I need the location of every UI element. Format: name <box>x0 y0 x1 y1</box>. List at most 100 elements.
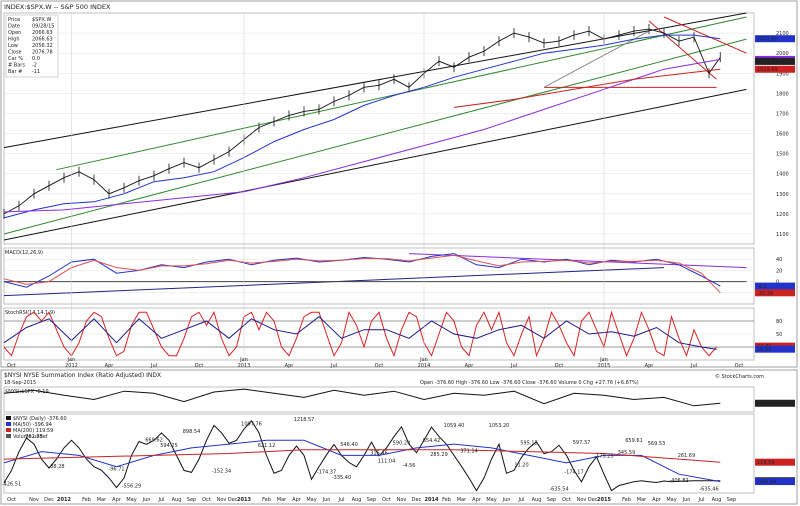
info-key: Bar # <box>8 69 22 75</box>
watermark: © StockCharts.com <box>715 373 764 380</box>
info-key: Price <box>8 17 20 23</box>
lower-month-label: 2015 <box>597 497 611 503</box>
upper-month-label: Oct <box>555 363 564 369</box>
nysi-annotation: 315.46 <box>370 451 388 457</box>
stochrsi-panel: 205080StochRSI(14,14,1,9)22.7215.50 <box>3 307 795 361</box>
upper-month-label: 2014 <box>418 363 431 369</box>
nysi-annotation: 1053.20 <box>489 423 510 429</box>
legend-swatch <box>6 428 11 432</box>
price-value-tag <box>755 65 795 73</box>
lower-month-label: Feb <box>622 497 631 503</box>
info-value: 2056.32 <box>32 43 53 49</box>
lower-month-label: Jun <box>142 497 151 503</box>
macd-value-tag <box>755 289 795 297</box>
price-value-label: 2072.60 <box>757 37 778 43</box>
info-key: Close <box>8 50 22 56</box>
nysi-annotation: -4.56 <box>403 463 416 469</box>
lower-month-label: Jul <box>517 497 524 503</box>
legend-swatch <box>6 422 11 426</box>
lower-month-label: 2012 <box>57 497 71 503</box>
lower-month-label: Sep <box>727 497 736 503</box>
macd-value-label: -20.39 <box>757 291 773 297</box>
nysi-annotation: 762.75 <box>25 434 43 440</box>
lower-month-label: Aug <box>172 497 182 503</box>
info-value: 0.0 <box>32 56 40 62</box>
upper-month-label: Oct <box>735 363 744 369</box>
info-value: -11 <box>32 69 40 75</box>
lower-month-label: Dec <box>228 497 238 503</box>
nysi-value-label: -396.94 <box>757 480 776 486</box>
nysi-annotation: 1059.40 <box>444 423 465 429</box>
nysi-annotation: 1218.57 <box>294 417 315 423</box>
nysi-title: $NYSI NYSE Summation Index (Ratio Adjust… <box>4 372 161 379</box>
legend-swatch <box>6 416 11 420</box>
nysi-value-tag <box>755 458 795 466</box>
nysi-annotation: -152.34 <box>212 468 231 474</box>
macd-y-tick: 20 <box>776 268 782 274</box>
macd-plot-area <box>3 247 755 305</box>
upper-x-axis: Oct 2012 Apr Jul Oct 2013 Apr Jul Oct 2014 Apr Jul O… <box>7 13 743 369</box>
lower-month-label: Aug <box>712 497 722 503</box>
lower-month-label: Jul <box>337 497 344 503</box>
nysi-annotation: 285.29 <box>430 452 448 458</box>
info-value: 09/28/15 <box>32 24 54 30</box>
lower-month-label: Apr <box>472 497 482 503</box>
lower-month-label: Aug <box>532 497 542 503</box>
upper-month-label: 2015 <box>598 363 611 369</box>
price-y-tick: 1700 <box>776 111 789 117</box>
nysi-annotation: 569.53 <box>648 441 666 447</box>
lower-month-label: Nov <box>577 497 587 503</box>
price-title: INDEX:$SPX,W -- S&P 500 INDEX <box>4 3 111 11</box>
lower-month-label: 2014 <box>425 497 439 503</box>
lower-month-label: May <box>666 497 676 503</box>
legend-entry: MA(200) 119.59 <box>13 428 53 434</box>
nysi-annotation: 597.37 <box>573 440 591 446</box>
upper-year-sub-label: Jan <box>67 357 76 363</box>
price-value-label: 1919.69 <box>757 67 778 73</box>
nysi-annotation: 898.54 <box>183 429 201 435</box>
macd-panel: -2002040MACD(12,26,9)-8.1-20.39 <box>3 247 795 305</box>
nysi-series-ma50 <box>3 439 721 483</box>
macd-y-tick: 40 <box>776 257 782 263</box>
upper-month-label: Oct <box>7 363 16 369</box>
nysi-annotation: 621.12 <box>258 443 276 449</box>
info-key: High <box>8 37 20 43</box>
lower-month-label: May <box>126 497 136 503</box>
nysi-annotation: -635.46 <box>699 487 718 493</box>
price-y-tick: 1200 <box>776 212 789 218</box>
nysi-annotation: 595.15 <box>520 440 538 446</box>
lower-month-label: Mar <box>637 497 647 503</box>
nysi-annotation: 371.14 <box>460 449 478 455</box>
info-key: Low <box>8 43 18 49</box>
lower-month-label: Sep <box>187 497 196 503</box>
macd-value-tag <box>755 282 795 290</box>
stoch-value-label: 15.50 <box>757 347 771 353</box>
price-trendline <box>3 38 747 235</box>
upper-month-label: Apr <box>465 363 475 369</box>
lower-month-label: Jun <box>502 497 511 503</box>
lower-month-label: Mar <box>277 497 287 503</box>
nysi-annotation: -179.25 <box>594 453 613 459</box>
upper-month-label: Oct <box>195 363 204 369</box>
stoch-y-tick: 50 <box>776 332 782 338</box>
lower-month-label: Oct <box>382 497 391 503</box>
price-trendline <box>543 30 650 88</box>
stoch-title: StochRSI(14,14,1,9) <box>5 310 55 316</box>
lower-month-label: Nov <box>397 497 407 503</box>
lower-month-label: Dec <box>412 497 422 503</box>
price-value-tag <box>755 35 795 43</box>
nysi-annotation: 261.69 <box>678 453 696 459</box>
nysi-annotation: 594.25 <box>160 443 178 449</box>
stoch-y-tick: 80 <box>776 319 782 325</box>
upper-month-label: Jul <box>690 363 697 369</box>
price-trendline <box>3 88 747 241</box>
lower-month-label: Nov <box>217 497 227 503</box>
nysi-annotation: -96.71 <box>108 466 124 472</box>
info-value: 2066.63 <box>32 37 53 43</box>
legend-swatch <box>6 434 11 438</box>
lower-month-label: May <box>486 497 496 503</box>
lower-month-label: Aug <box>352 497 362 503</box>
price-y-tick: 1800 <box>776 91 789 97</box>
